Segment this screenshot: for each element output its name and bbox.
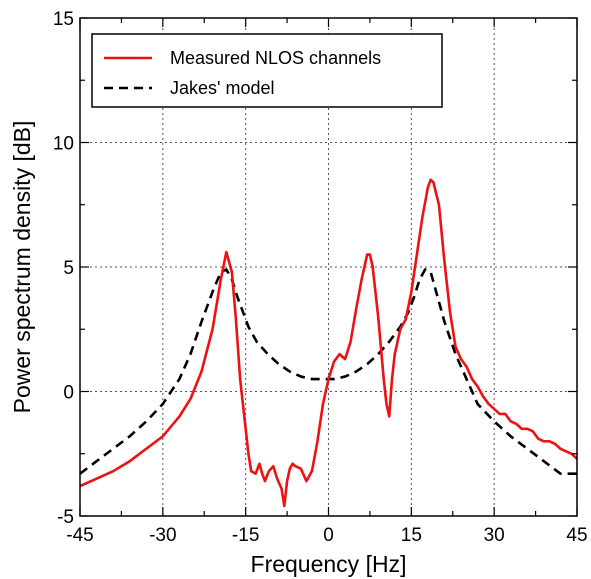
y-axis-label: Power spectrum density [dB]	[9, 121, 35, 414]
y-tick-label: 10	[53, 134, 74, 155]
legend-label-measured: Measured NLOS channels	[170, 48, 381, 68]
x-tick-label: 30	[484, 525, 505, 546]
legend-label-jakes: Jakes' model	[170, 78, 274, 98]
x-tick-label: -30	[149, 525, 176, 546]
y-tick-label: 15	[53, 9, 74, 30]
x-tick-label: 45	[566, 525, 587, 546]
legend-box	[91, 33, 443, 108]
y-tick-label: -5	[57, 507, 74, 528]
x-tick-label: 15	[401, 525, 422, 546]
series-line-0	[79, 178, 578, 508]
x-tick-label: -45	[66, 525, 93, 546]
legend: Measured NLOS channels Jakes' model	[91, 33, 443, 108]
y-tick-label: 5	[63, 258, 74, 279]
y-tick-label: 0	[63, 383, 74, 404]
axis-ticks	[79, 17, 578, 517]
x-axis-label: Frequency [Hz]	[251, 551, 407, 577]
x-tick-label: -15	[232, 525, 259, 546]
series-layer	[79, 178, 578, 508]
y-tick-labels: -5 0 5 10 15	[53, 9, 74, 528]
x-tick-labels: -45 -30 -15 0 15 30 45	[66, 525, 587, 546]
x-tick-label: 0	[323, 525, 334, 546]
